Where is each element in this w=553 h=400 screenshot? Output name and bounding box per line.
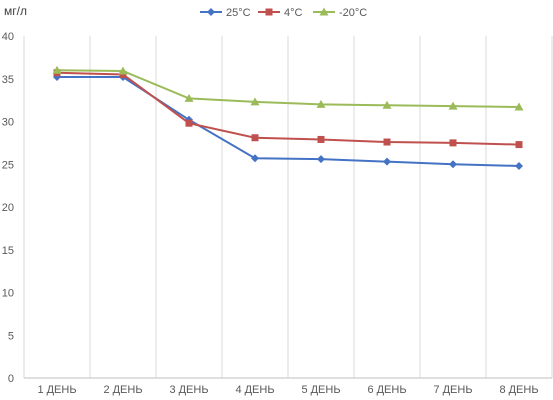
series-line	[56, 69, 520, 108]
x-tick-label: 4 ДЕНЬ	[235, 384, 274, 396]
x-tick-label: 8 ДЕНЬ	[499, 384, 538, 396]
data-point	[383, 157, 391, 166]
y-tick-label: 25	[2, 159, 14, 171]
data-point	[184, 93, 194, 102]
grid-lines	[23, 36, 553, 378]
data-point	[251, 134, 259, 142]
data-point	[319, 7, 329, 16]
data-point	[383, 138, 391, 146]
y-tick-label: 35	[2, 74, 14, 86]
legend: 25°C 4°C -20°C	[200, 7, 367, 19]
x-tick-label: 5 ДЕНЬ	[301, 384, 340, 396]
data-point	[449, 139, 457, 147]
data-point	[515, 141, 523, 149]
data-point	[317, 155, 325, 164]
series-line	[57, 76, 520, 167]
x-tick-label: 3 ДЕНЬ	[169, 384, 208, 396]
legend-item: 25°C	[200, 7, 251, 19]
data-point	[515, 161, 523, 170]
legend-item: 4°C	[258, 7, 303, 19]
data-point	[250, 97, 260, 106]
y-tick-label: 5	[8, 330, 14, 342]
axes: 0 5 10 15 20 25 30 35 40 1 ДЕНЬ 2 ДЕНЬ 3 ДЕНЬ 4 ДЕНЬ…	[2, 31, 552, 396]
legend-label: 4°C	[284, 7, 303, 19]
data-point	[448, 101, 458, 110]
data-point	[316, 99, 326, 108]
y-tick-label: 0	[8, 373, 14, 385]
series-layer	[52, 65, 524, 170]
series	[52, 65, 524, 111]
series-line	[56, 71, 520, 146]
legend-item: -20°C	[313, 7, 367, 19]
data-point	[449, 160, 457, 169]
data-point	[251, 154, 259, 163]
y-tick-label: 30	[2, 117, 14, 129]
y-tick-label: 10	[2, 288, 14, 300]
y-tick-label: 20	[2, 202, 14, 214]
legend-label: -20°C	[339, 7, 367, 19]
y-tick-label: 15	[2, 245, 14, 257]
legend-label: 25°C	[226, 7, 251, 19]
y-tick-label: 40	[2, 31, 14, 43]
x-tick-label: 2 ДЕНЬ	[103, 384, 142, 396]
y-axis-label: мг/л	[4, 4, 27, 18]
data-point	[207, 8, 215, 16]
x-tick-label: 1 ДЕНЬ	[37, 384, 76, 396]
data-point	[317, 135, 325, 143]
x-tick-label: 6 ДЕНЬ	[367, 384, 406, 396]
data-point	[382, 100, 392, 109]
data-point	[185, 119, 193, 127]
data-point	[514, 102, 524, 111]
x-tick-label: 7 ДЕНЬ	[433, 384, 472, 396]
data-point	[118, 66, 128, 75]
data-point	[265, 8, 273, 16]
data-point	[52, 65, 62, 74]
